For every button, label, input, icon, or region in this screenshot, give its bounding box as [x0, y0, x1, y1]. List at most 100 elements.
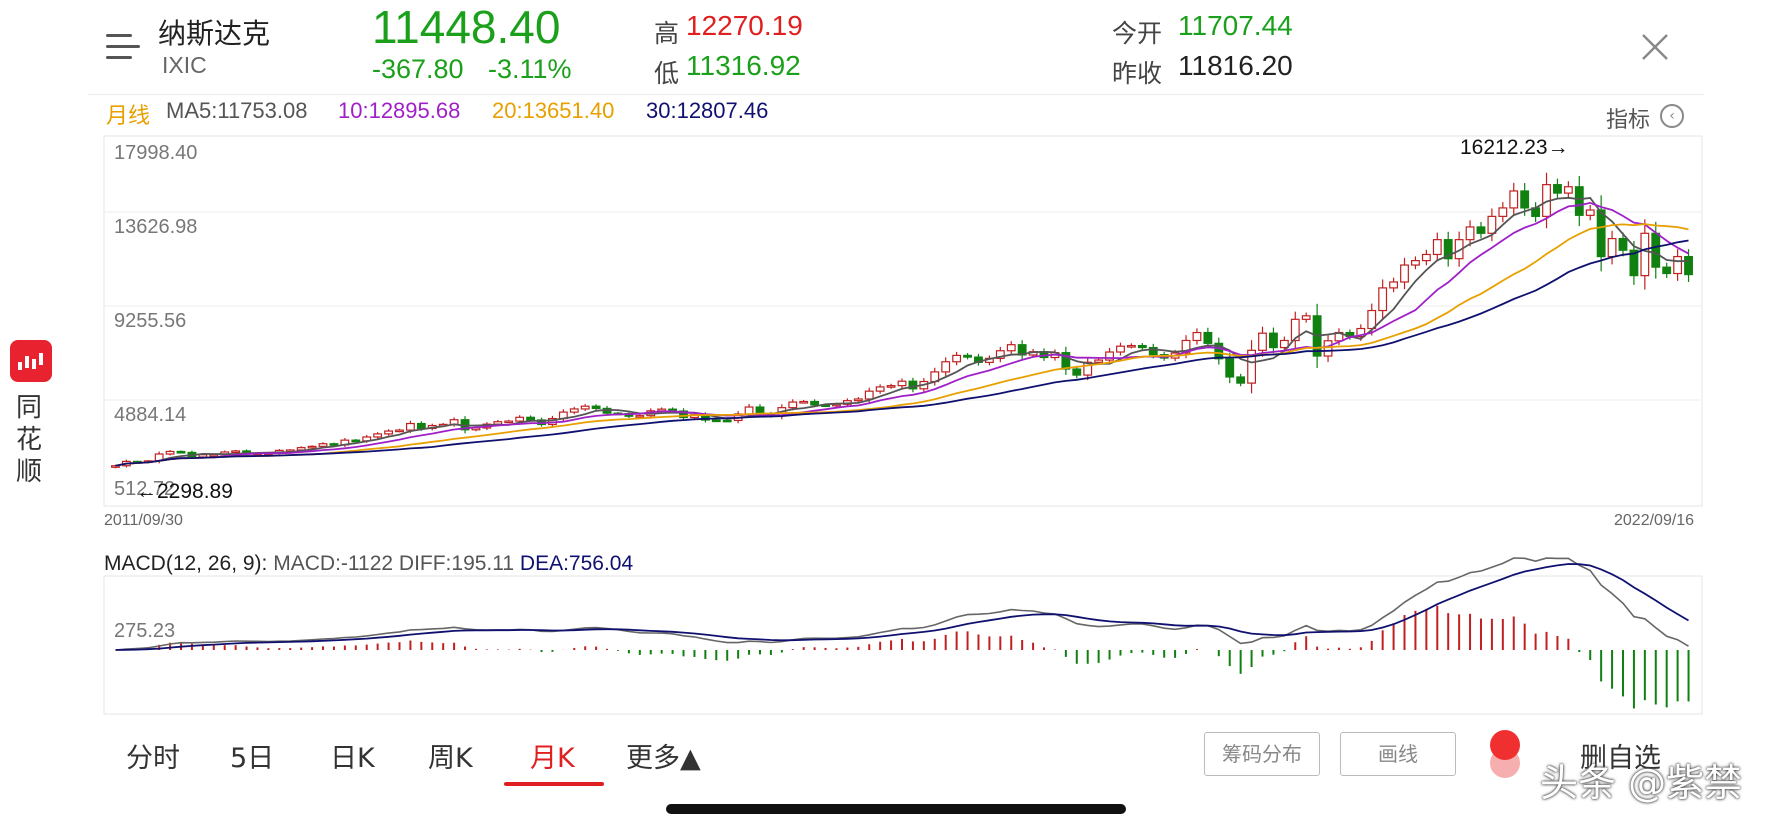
price-change-pct: -3.11%: [488, 54, 572, 84]
candle-body: [755, 406, 765, 415]
candle-body: [1651, 232, 1661, 268]
macd-value: MACD:-1122: [273, 552, 394, 575]
candle-body: [744, 406, 754, 415]
macd-frame: [103, 575, 1703, 715]
tab-monthly-k[interactable]: 月K: [530, 743, 575, 774]
candle-body: [1105, 351, 1114, 361]
macd-diff: DIFF:195.11: [398, 552, 515, 575]
candle-body: [1389, 281, 1399, 289]
tab-daily-k[interactable]: 日K: [330, 743, 375, 774]
candle-body: [416, 422, 426, 430]
candle-body: [1072, 368, 1082, 376]
high-label: 高: [654, 19, 680, 48]
candle-body: [526, 416, 536, 421]
candle-body: [384, 430, 393, 435]
chevron-left-icon[interactable]: ‹: [1660, 104, 1684, 128]
candle-body: [1585, 209, 1595, 216]
ma-line-ma10: [115, 201, 1689, 467]
candle-body: [1607, 237, 1617, 258]
index-code: IXIC: [162, 52, 207, 78]
candle-body: [1137, 344, 1147, 349]
app-name-char: 顺: [16, 457, 43, 487]
candle-body: [111, 465, 120, 468]
open-label: 今开: [1112, 19, 1163, 48]
candle-body: [1476, 226, 1486, 234]
close-icon[interactable]: [1640, 32, 1670, 62]
record-icon[interactable]: [1490, 730, 1520, 760]
candle-body: [1236, 376, 1246, 384]
candle-body: [318, 443, 328, 447]
macd-axis-value: 275.23: [114, 620, 176, 642]
y-tick-label: 13626.98: [114, 216, 198, 238]
open-value: 11707.44: [1178, 10, 1293, 41]
menu-icon[interactable]: [106, 32, 140, 62]
home-indicator[interactable]: [666, 804, 1126, 814]
candle-body: [569, 408, 579, 413]
candle-body: [864, 390, 874, 400]
candle-body: [1640, 232, 1650, 277]
candle-body: [329, 443, 339, 446]
draw-line-button[interactable]: 画线: [1340, 732, 1456, 776]
candle-body: [722, 419, 732, 423]
candle-body: [1006, 344, 1016, 352]
ma5-value: MA5:11753.08: [166, 98, 308, 123]
low-marker: ←2298.89: [136, 480, 233, 503]
candle-body: [1400, 264, 1409, 283]
price-change: -367.80: [372, 54, 464, 84]
tab-5day[interactable]: 5日: [230, 743, 275, 774]
y-tick-label: 9255.56: [114, 310, 187, 332]
macd-dea: DEA:756.04: [519, 552, 634, 575]
candle-body: [788, 401, 798, 409]
candle-body: [952, 354, 962, 363]
candle-body: [711, 419, 721, 423]
candle-body: [908, 380, 918, 390]
current-price: 11448.40: [372, 1, 561, 53]
candle-body: [1061, 352, 1071, 370]
prev-close-label: 昨收: [1112, 59, 1163, 88]
candle-body: [1214, 342, 1224, 360]
candle-body: [1192, 331, 1202, 342]
app-logo-icon[interactable]: [10, 340, 52, 382]
candle-body: [1498, 207, 1508, 217]
ma-line-ma30: [115, 239, 1689, 467]
candle-body: [1367, 309, 1377, 330]
indicator-button[interactable]: 指标: [1606, 108, 1651, 133]
end-date: 2022/09/16: [1614, 512, 1695, 529]
candle-body: [1225, 358, 1235, 378]
candle-body: [1279, 339, 1289, 349]
candle-body: [176, 450, 186, 454]
candle-body: [1247, 349, 1256, 384]
candle-body: [1323, 340, 1333, 357]
candle-body: [1662, 266, 1672, 275]
app-name[interactable]: 同 花 顺: [16, 392, 46, 488]
app-name-char: 花: [16, 425, 43, 455]
y-tick-label: 512.72: [114, 478, 176, 500]
candle-body: [810, 400, 820, 406]
tab-intraday[interactable]: 分时: [126, 743, 180, 774]
tab-more[interactable]: 更多▲: [626, 743, 701, 774]
low-label: 低: [654, 59, 680, 88]
high-value: 12270.19: [686, 10, 803, 41]
period-label: 月线: [106, 103, 151, 128]
candle-body: [995, 350, 1005, 359]
tab-weekly-k[interactable]: 周K: [428, 743, 473, 774]
candle-body: [1116, 345, 1125, 353]
delete-favorite-button[interactable]: 删自选: [1580, 743, 1661, 774]
dea-line: [115, 563, 1689, 651]
diff-line: [115, 557, 1689, 651]
candle-body: [1487, 215, 1497, 234]
candle-body: [1301, 315, 1311, 320]
active-tab-indicator: [504, 782, 604, 786]
candle-body: [165, 450, 175, 455]
candle-body: [373, 433, 383, 438]
candle-body: [897, 380, 907, 387]
candle-body: [679, 410, 688, 419]
watermark: 头条 @紫禁: [1540, 761, 1743, 805]
candle-body: [1465, 226, 1475, 241]
candle-body: [351, 439, 361, 443]
chip-distribution-button[interactable]: 筹码分布: [1204, 732, 1320, 776]
candle-body: [591, 405, 601, 410]
candle-body: [307, 445, 317, 449]
candle-body: [799, 400, 809, 404]
